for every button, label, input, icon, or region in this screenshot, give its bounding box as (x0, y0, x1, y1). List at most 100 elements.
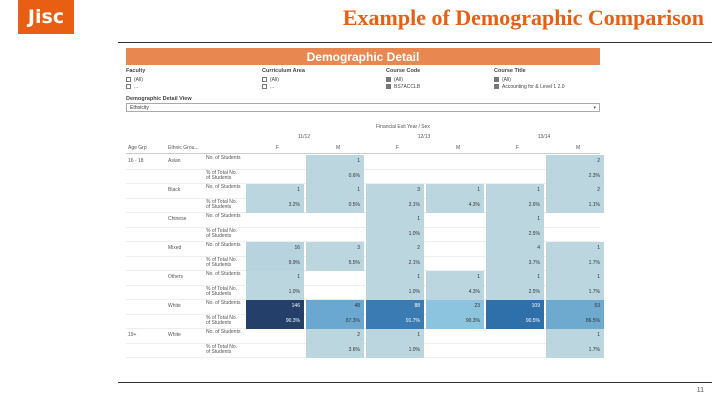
filter-option[interactable]: (All) (386, 76, 486, 83)
table-cell[interactable]: 90.3% (246, 314, 304, 329)
table-cell[interactable]: 1 (306, 155, 364, 170)
table-cell[interactable]: 1 (366, 271, 424, 286)
table-cell[interactable] (426, 213, 484, 228)
table-cell[interactable]: 2.3% (546, 169, 604, 184)
table-cell[interactable] (246, 170, 304, 185)
table-cell[interactable]: 48 (306, 300, 364, 315)
checkbox[interactable] (386, 77, 391, 82)
table-cell[interactable]: 146 (246, 300, 304, 315)
table-cell[interactable]: 3.1% (366, 198, 424, 213)
checkbox[interactable] (386, 84, 391, 89)
table-cell[interactable]: 86.5% (546, 314, 604, 329)
table-cell[interactable] (246, 329, 304, 344)
table-cell[interactable] (306, 271, 364, 286)
table-cell[interactable]: 9.9% (246, 256, 304, 271)
table-cell[interactable]: 2.6% (486, 198, 544, 213)
filter-option[interactable]: ... (262, 83, 372, 90)
table-cell[interactable]: 1 (366, 213, 424, 228)
table-cell[interactable] (426, 242, 484, 257)
table-cell[interactable] (426, 329, 484, 344)
table-cell[interactable]: 1 (546, 271, 604, 286)
table-cell[interactable] (486, 155, 544, 170)
table-cell[interactable]: 1.0% (246, 285, 304, 300)
table-cell[interactable] (366, 170, 424, 185)
table-cell[interactable]: 1 (246, 271, 304, 286)
table-cell[interactable]: 1.1% (546, 198, 604, 213)
table-cell[interactable]: 4 (486, 242, 544, 257)
table-cell[interactable]: 1 (546, 329, 604, 344)
table-cell[interactable] (246, 155, 304, 170)
table-cell[interactable] (426, 257, 484, 272)
table-cell[interactable] (486, 344, 544, 359)
table-cell[interactable]: 3 (306, 242, 364, 257)
table-cell[interactable]: 1 (486, 184, 544, 199)
table-cell[interactable]: 16 (246, 242, 304, 257)
table-cell[interactable] (246, 228, 304, 243)
table-cell[interactable] (426, 344, 484, 359)
table-cell[interactable]: 1.0% (366, 227, 424, 242)
table-cell[interactable]: 1 (306, 184, 364, 199)
table-cell[interactable]: 0.5% (306, 198, 364, 213)
filter-option[interactable]: (All) (126, 76, 246, 83)
filter-option[interactable]: ... (126, 83, 246, 90)
table-cell[interactable]: 1 (486, 271, 544, 286)
table-cell[interactable]: 1 (426, 184, 484, 199)
table-cell[interactable]: 53 (546, 300, 604, 315)
table-cell[interactable]: 1.0% (366, 343, 424, 358)
demographic-view-select[interactable]: Ethnicity ▾ (126, 103, 600, 112)
table-cell[interactable]: 2.5% (486, 227, 544, 242)
table-cell[interactable]: 2 (306, 329, 364, 344)
table-cell[interactable] (366, 155, 424, 170)
filter-option[interactable]: (All) (494, 76, 600, 83)
table-cell[interactable]: 91.7% (366, 314, 424, 329)
filter-option[interactable]: BS7ACCLB (386, 83, 486, 90)
table-cell[interactable]: 1 (426, 271, 484, 286)
table-cell[interactable] (426, 170, 484, 185)
table-cell[interactable]: 1 (486, 213, 544, 228)
table-cell[interactable]: 2 (546, 155, 604, 170)
table-cell[interactable]: 88 (366, 300, 424, 315)
table-cell[interactable]: 1 (546, 242, 604, 257)
table-cell[interactable]: 3.2% (246, 198, 304, 213)
table-cell[interactable]: 2.5% (486, 285, 544, 300)
table-cell[interactable]: 3.7% (486, 256, 544, 271)
table-cell[interactable] (306, 213, 364, 228)
table-cell[interactable]: 4.3% (426, 285, 484, 300)
table-cell[interactable]: 109 (486, 300, 544, 315)
table-cell[interactable] (546, 228, 604, 243)
checkbox[interactable] (126, 77, 131, 82)
table-cell[interactable] (426, 228, 484, 243)
checkbox[interactable] (262, 84, 267, 89)
checkbox[interactable] (262, 77, 267, 82)
table-cell[interactable]: 3.6% (306, 343, 364, 358)
table-cell[interactable] (306, 228, 364, 243)
table-cell[interactable]: 2.1% (366, 256, 424, 271)
table-cell[interactable] (246, 344, 304, 359)
table-cell[interactable]: 1.7% (546, 256, 604, 271)
table-cell[interactable] (486, 329, 544, 344)
filter-option[interactable]: (All) (262, 76, 372, 83)
table-cell[interactable]: 90.3% (426, 314, 484, 329)
table-cell[interactable]: 2 (366, 242, 424, 257)
table-cell[interactable]: 1 (246, 184, 304, 199)
table-cell[interactable] (546, 213, 604, 228)
checkbox[interactable] (494, 77, 499, 82)
table-cell[interactable]: 5.5% (306, 256, 364, 271)
table-cell[interactable]: 0.6% (306, 169, 364, 184)
table-cell[interactable]: 3 (366, 184, 424, 199)
table-cell[interactable]: 4.3% (426, 198, 484, 213)
filter-option[interactable]: Accounting for & Level 1 2.0 (494, 83, 600, 90)
table-cell[interactable]: 1.0% (366, 285, 424, 300)
table-cell[interactable] (306, 286, 364, 301)
table-cell[interactable]: 1.7% (546, 285, 604, 300)
table-cell[interactable] (486, 170, 544, 185)
checkbox[interactable] (494, 84, 499, 89)
table-cell[interactable]: 90.5% (486, 314, 544, 329)
table-cell[interactable]: 1.7% (546, 343, 604, 358)
table-cell[interactable] (426, 155, 484, 170)
table-cell[interactable]: 2 (546, 184, 604, 199)
table-cell[interactable] (246, 213, 304, 228)
table-cell[interactable]: 1 (366, 329, 424, 344)
table-cell[interactable]: 87.3% (306, 314, 364, 329)
checkbox[interactable] (126, 84, 131, 89)
